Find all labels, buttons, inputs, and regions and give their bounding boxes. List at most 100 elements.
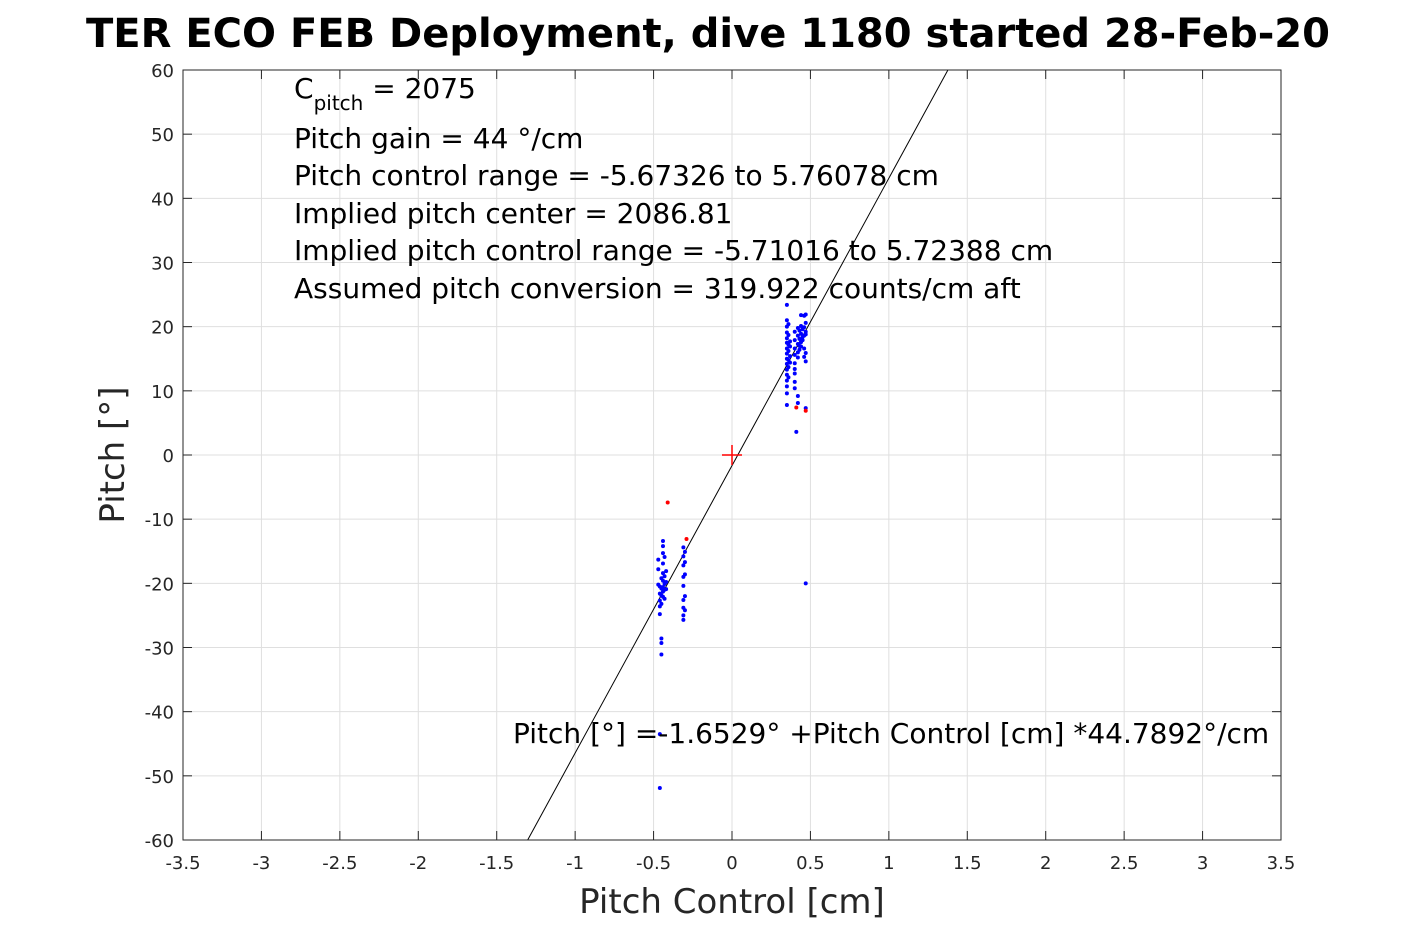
data-point-blue — [803, 320, 808, 325]
data-point-blue — [682, 572, 687, 577]
data-point-blue — [682, 608, 687, 613]
data-point-blue — [681, 613, 686, 618]
data-point-blue — [792, 346, 797, 351]
data-point-blue — [660, 571, 665, 576]
axes — [182, 69, 1282, 841]
data-point-blue — [797, 328, 802, 333]
y-tick-label: 0 — [163, 446, 174, 467]
data-point-blue — [784, 378, 789, 383]
y-tick-labels: 60 50 40 30 20 10 0 -10 -20 -30 -40 -50 -60 — [145, 61, 174, 852]
data-point-blue — [660, 544, 665, 549]
data-point-blue — [799, 331, 804, 336]
plot-frame — [182, 69, 1282, 841]
data-point-blue — [657, 612, 662, 617]
data-point-red — [665, 500, 670, 505]
data-point-blue — [662, 555, 667, 560]
data-point-blue — [681, 554, 686, 559]
data-point-blue — [662, 596, 667, 601]
x-tick-label: -0.5 — [636, 853, 671, 874]
x-tick-label: 2.5 — [1110, 853, 1139, 874]
center-marker-group — [722, 445, 742, 465]
data-point-blue — [802, 346, 807, 351]
data-point-blue — [799, 324, 804, 329]
y-tick-label: 60 — [151, 61, 174, 82]
data-point-blue — [659, 601, 664, 606]
data-points — [656, 302, 808, 791]
data-point-blue — [799, 313, 804, 318]
implied-pitch-control-range-annotation: Implied pitch control range = -5.71016 t… — [294, 234, 1053, 267]
y-axis-label: Pitch [°] — [93, 386, 133, 523]
data-point-blue — [794, 429, 799, 434]
data-point-blue — [803, 359, 808, 364]
x-tick-label: 3.5 — [1267, 853, 1296, 874]
assumed-pitch-conversion-annotation: Assumed pitch conversion = 319.922 count… — [294, 272, 1021, 305]
data-point-blue — [786, 375, 791, 380]
y-tick-label: -20 — [145, 574, 174, 595]
y-tick-label: -30 — [145, 639, 174, 660]
data-point-blue — [795, 355, 800, 360]
y-tick-label: 40 — [151, 189, 174, 210]
data-point-blue — [803, 350, 808, 355]
x-tick-label: -3 — [252, 853, 270, 874]
data-point-blue — [660, 538, 665, 543]
data-point-blue — [784, 302, 789, 307]
data-point-blue — [784, 402, 789, 407]
data-point-blue — [784, 318, 789, 323]
c-pitch-subscript: pitch — [314, 91, 364, 115]
data-point-blue — [784, 384, 789, 389]
data-point-blue — [788, 339, 793, 344]
c-pitch-value: = 2075 — [363, 72, 476, 105]
data-point-blue — [657, 786, 662, 791]
x-tick-label: -1 — [566, 853, 584, 874]
data-point-blue — [657, 598, 662, 603]
implied-pitch-center-annotation: Implied pitch center = 2086.81 — [294, 197, 732, 230]
x-tick-label: -1.5 — [479, 853, 514, 874]
data-point-blue — [662, 574, 667, 579]
data-point-blue — [799, 344, 804, 349]
y-tick-label: 30 — [151, 254, 174, 275]
data-point-blue — [656, 567, 661, 572]
y-tick-label: -60 — [145, 831, 174, 852]
y-tick-label: 20 — [151, 318, 174, 339]
info-annotations: Cpitch = 2075 Pitch gain = 44 °/cm Pitch… — [294, 72, 1053, 305]
data-point-blue — [681, 598, 686, 603]
data-point-blue — [803, 312, 808, 317]
data-point-blue — [792, 371, 797, 376]
fit-equation-annotation: Pitch [°] =-1.6529° +Pitch Control [cm] … — [513, 717, 1269, 750]
data-point-blue — [660, 578, 665, 583]
data-point-blue — [681, 583, 686, 588]
x-tick-label: 1.5 — [953, 853, 982, 874]
data-point-blue — [802, 325, 807, 330]
data-point-blue — [792, 367, 797, 372]
data-point-blue — [802, 354, 807, 359]
data-point-blue — [803, 332, 808, 337]
data-point-blue — [681, 563, 686, 568]
data-point-blue — [803, 581, 808, 586]
data-point-blue — [792, 386, 797, 391]
data-point-blue — [784, 336, 789, 341]
data-point-blue — [656, 557, 661, 562]
data-point-blue — [659, 641, 664, 646]
x-tick-label: -2.5 — [322, 853, 357, 874]
y-tick-label: 50 — [151, 125, 174, 146]
data-point-blue — [800, 338, 805, 343]
c-pitch-main: C — [294, 72, 314, 105]
data-point-blue — [682, 560, 687, 565]
x-tick-label: 3 — [1197, 853, 1208, 874]
data-point-blue — [786, 349, 791, 354]
x-tick-labels: -3.5 -3 -2.5 -2 -1.5 -1 -0.5 0 0.5 1 1.5 2 2.5 3 3.5 — [165, 853, 1295, 874]
y-tick-label: 10 — [151, 382, 174, 403]
data-point-blue — [657, 732, 662, 737]
data-point-blue — [784, 391, 789, 396]
data-point-blue — [664, 580, 669, 585]
data-point-red — [684, 537, 689, 542]
data-point-red — [803, 408, 808, 413]
data-point-blue — [797, 336, 802, 341]
data-point-blue — [681, 617, 686, 622]
pitch-control-range-annotation: Pitch control range = -5.67326 to 5.7607… — [294, 159, 939, 192]
data-point-blue — [660, 561, 665, 566]
data-point-blue — [786, 322, 791, 327]
x-tick-label: 0 — [726, 853, 737, 874]
x-tick-label: -2 — [409, 853, 427, 874]
